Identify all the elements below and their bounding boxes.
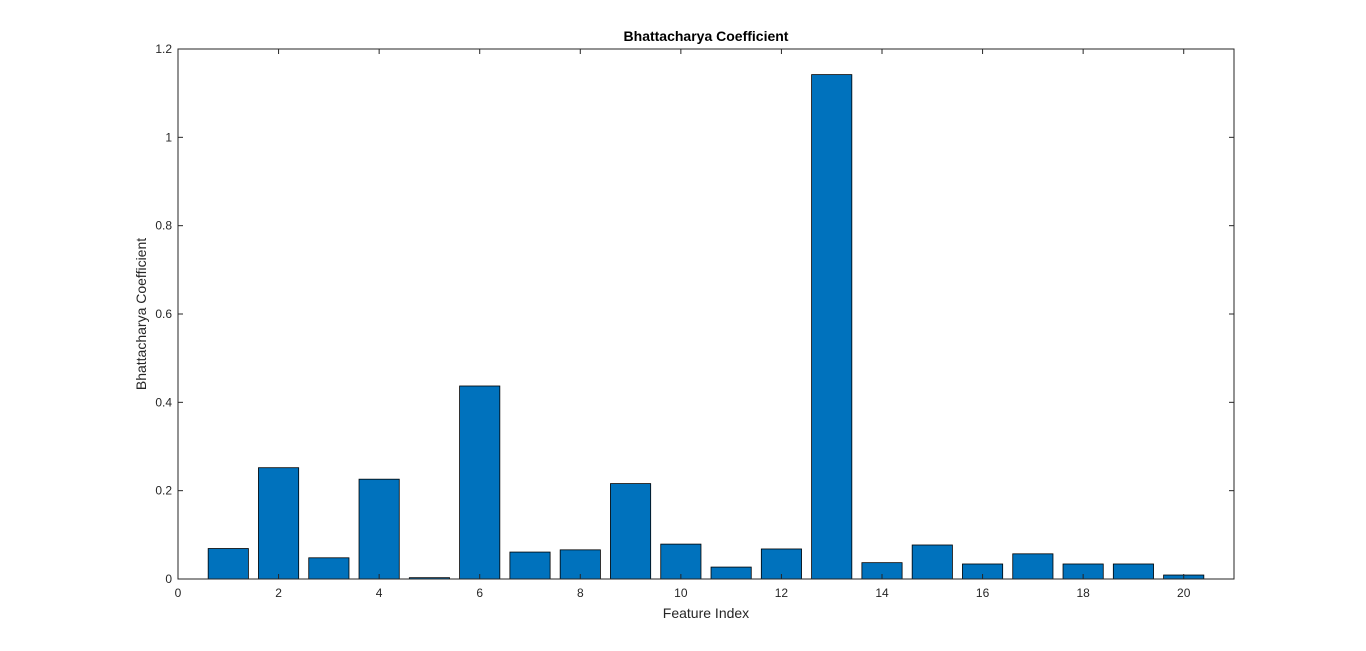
ticks-group: 0 2 4 6 8 10 12 14 16 18 20 0 0.2 0.4 0.6 0.8 1 1.2 — [155, 42, 1234, 600]
bar-feature-2 — [258, 467, 300, 580]
x-tick-label: 6 — [476, 586, 483, 600]
x-axis-label: Feature Index — [663, 605, 749, 621]
x-tick-label: 4 — [376, 586, 383, 600]
y-axis-label: Bhattacharya Coefficient — [133, 238, 149, 390]
y-tick-label: 0.4 — [155, 395, 172, 409]
bar-feature-3 — [308, 557, 350, 580]
bars-group — [207, 74, 1205, 580]
x-tick-label: 20 — [1177, 586, 1191, 600]
x-tick-label: 8 — [577, 586, 584, 600]
axes-background — [178, 49, 1234, 579]
y-tick-label: 0.6 — [155, 307, 172, 321]
x-tick-label: 0 — [175, 586, 182, 600]
x-tick-label: 12 — [775, 586, 789, 600]
bar-feature-17 — [1012, 553, 1054, 580]
y-tick-label: 0.2 — [155, 484, 172, 498]
chart-title: Bhattacharya Coefficient — [624, 28, 789, 44]
x-tick-label: 16 — [976, 586, 990, 600]
y-tick-label: 0.8 — [155, 219, 172, 233]
bar-feature-7 — [509, 551, 551, 580]
bar-feature-19 — [1112, 563, 1154, 580]
x-tick-label: 18 — [1076, 586, 1090, 600]
y-tick-label: 0 — [165, 572, 172, 586]
bar-feature-10 — [660, 543, 702, 580]
y-tick-label: 1 — [165, 130, 172, 144]
bar-feature-4 — [358, 478, 400, 580]
y-tick-label: 1.2 — [155, 42, 172, 56]
x-tick-label: 10 — [674, 586, 688, 600]
x-tick-label: 2 — [275, 586, 282, 600]
bar-feature-11 — [710, 566, 752, 580]
bar-feature-9 — [610, 483, 652, 580]
axes-box — [177, 48, 1235, 580]
bar-feature-15 — [911, 544, 953, 580]
x-tick-label: 14 — [875, 586, 889, 600]
bar-feature-1 — [207, 548, 249, 580]
bar-feature-6 — [459, 385, 501, 580]
bar-feature-13 — [811, 74, 853, 580]
